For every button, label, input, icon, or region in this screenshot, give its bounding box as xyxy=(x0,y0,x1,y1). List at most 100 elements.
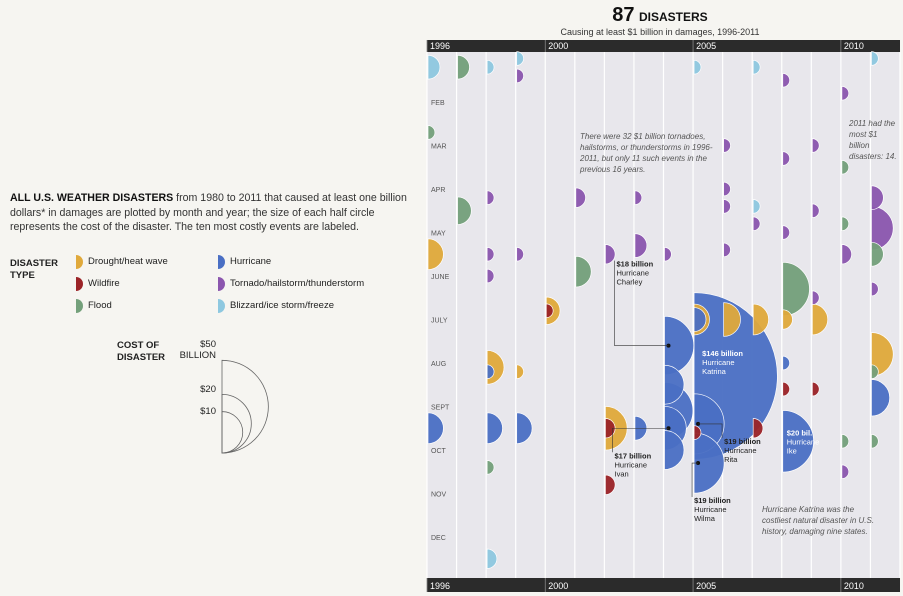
disaster-half-circle xyxy=(871,434,879,449)
disaster-half-circle xyxy=(457,54,470,80)
cost-key-label-10: $10 xyxy=(200,406,216,417)
disaster-half-circle xyxy=(752,216,761,232)
disaster-half-circle xyxy=(841,216,850,232)
year-tick-label-bottom: 2000 xyxy=(548,581,568,591)
note-tornadoes: There were 32 $1 billion tornadoes, hail… xyxy=(580,132,713,174)
cost-key-title: COST OF DISASTER xyxy=(117,340,166,363)
year-tick-label-top: 2000 xyxy=(548,41,568,51)
disaster-half-circle xyxy=(486,59,495,75)
month-label: OCT xyxy=(431,448,447,455)
disaster-half-circle xyxy=(752,418,764,439)
cost-key-label-20: $20 xyxy=(200,384,216,395)
year-tick-label-bottom: 2005 xyxy=(696,581,716,591)
event-cost-label: $18 billion xyxy=(617,260,654,269)
disaster-half-circle xyxy=(811,290,820,306)
disaster-half-circle xyxy=(427,412,444,445)
disaster-half-circle xyxy=(486,548,498,569)
disaster-half-circle xyxy=(871,241,884,267)
event-storm-label: Katrina xyxy=(702,367,727,376)
disaster-half-circle xyxy=(516,68,524,84)
legend-title: DISASTER TYPE xyxy=(10,258,59,281)
intro-paragraph: ALL U.S. WEATHER DISASTERS from 1980 to … xyxy=(10,191,420,235)
wildfire-swatch-icon xyxy=(76,277,83,291)
disaster-half-circle xyxy=(841,159,850,175)
disaster-half-circle xyxy=(723,138,731,153)
legend-item-flood: Flood xyxy=(76,299,112,313)
headline-number: 87 xyxy=(612,4,635,26)
disaster-half-circle xyxy=(427,54,441,80)
disaster-half-circle xyxy=(841,86,850,101)
event-cost-label: $146 billion xyxy=(702,349,743,358)
disaster-half-circle xyxy=(693,59,702,75)
legend-item-tornado: Tornado/hailstorm/thunderstorm xyxy=(218,277,364,291)
disaster-half-circle xyxy=(871,51,879,66)
event-cost-label: $19 billion xyxy=(724,437,761,446)
disaster-half-circle xyxy=(782,72,790,88)
disaster-half-circle xyxy=(516,412,533,445)
event-storm-label: Charley xyxy=(617,278,643,287)
label-leader-line xyxy=(698,423,723,438)
cost-key-half-circle xyxy=(221,411,244,454)
label-leader-line xyxy=(691,462,699,498)
legend-item-label: Blizzard/ice storm/freeze xyxy=(230,300,335,311)
disaster-half-circle xyxy=(664,430,685,470)
disaster-half-circle xyxy=(811,303,829,336)
disaster-half-circle xyxy=(841,434,850,449)
month-label: NOV xyxy=(431,492,447,499)
disaster-half-circle xyxy=(782,410,814,473)
year-tick-label-bottom: 1996 xyxy=(430,581,450,591)
disaster-half-circle xyxy=(782,309,793,330)
disaster-half-circle xyxy=(575,255,592,288)
legend-item-label: Hurricane xyxy=(230,256,272,267)
tornado-swatch-icon xyxy=(218,277,225,291)
disaster-half-circle xyxy=(486,246,495,262)
headline-subtitle: Causing at least $1 billion in damages, … xyxy=(560,27,760,37)
disaster-half-circle xyxy=(871,364,879,379)
month-label: JULY xyxy=(431,318,448,325)
event-storm-label: Ike xyxy=(787,446,797,455)
month-label: SEPT xyxy=(431,405,450,412)
disaster-half-circle xyxy=(605,474,616,495)
intro-text: from 1980 to 2011 that caused at least o… xyxy=(10,192,407,233)
event-type-label: Hurricane xyxy=(617,269,650,278)
year-tick-label-top: 2010 xyxy=(844,41,864,51)
headline: 87 DISASTERS Causing at least $1 billion… xyxy=(560,4,760,37)
disaster-half-circle xyxy=(516,246,524,262)
year-tick-label-bottom: 2010 xyxy=(844,581,864,591)
event-type-label: Hurricane xyxy=(702,358,735,367)
year-tick-label-top: 2005 xyxy=(696,41,716,51)
disaster-half-circle xyxy=(516,364,524,379)
disaster-half-circle xyxy=(486,268,495,284)
disaster-half-circle xyxy=(723,242,731,258)
note-2011: 2011 had the most $1 billion disasters: … xyxy=(849,119,897,161)
disaster-half-circle xyxy=(486,364,495,379)
event-type-label: Hurricane xyxy=(615,460,648,469)
disaster-half-circle xyxy=(693,307,707,332)
disaster-half-circle xyxy=(575,187,586,208)
disaster-half-circle xyxy=(693,432,725,494)
label-leader-line xyxy=(614,260,669,346)
disaster-half-circle xyxy=(723,199,731,214)
disaster-half-circle xyxy=(782,355,790,371)
cost-key-label-50: $50 BILLION xyxy=(179,339,216,361)
disaster-half-circle xyxy=(723,181,731,197)
legend-item-label: Drought/heat wave xyxy=(88,256,168,267)
disaster-half-circle xyxy=(634,190,643,205)
disaster-half-circle xyxy=(634,233,648,258)
month-label: MAY xyxy=(431,231,446,238)
legend-item-wildfire: Wildfire xyxy=(76,277,120,291)
top-year-bar xyxy=(427,40,900,52)
month-label: MAR xyxy=(431,144,447,151)
disaster-half-circle xyxy=(752,199,761,214)
cost-key-half-circle xyxy=(221,359,269,454)
label-leader-line xyxy=(612,427,669,453)
disaster-half-circle xyxy=(486,190,495,205)
event-type-label: Hurricane xyxy=(694,505,727,514)
disaster-half-circle xyxy=(664,364,685,405)
disaster-half-circle xyxy=(516,51,524,66)
month-label: APR xyxy=(431,187,445,194)
disaster-half-circle xyxy=(723,302,741,337)
hurricane-swatch-icon xyxy=(218,255,225,269)
drought-swatch-icon xyxy=(76,255,83,269)
